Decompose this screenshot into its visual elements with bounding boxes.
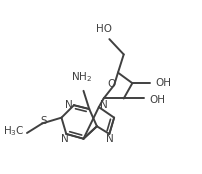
Text: OH: OH [155, 78, 171, 88]
Text: N: N [61, 134, 69, 144]
Text: NH$_2$: NH$_2$ [71, 70, 92, 84]
Text: HO: HO [96, 24, 112, 34]
Text: OH: OH [150, 95, 166, 105]
Text: N: N [106, 134, 114, 144]
Text: S: S [41, 116, 47, 126]
Text: N: N [100, 100, 107, 110]
Text: N: N [65, 100, 73, 110]
Text: H$_3$C: H$_3$C [3, 124, 25, 138]
Text: O: O [108, 79, 116, 89]
